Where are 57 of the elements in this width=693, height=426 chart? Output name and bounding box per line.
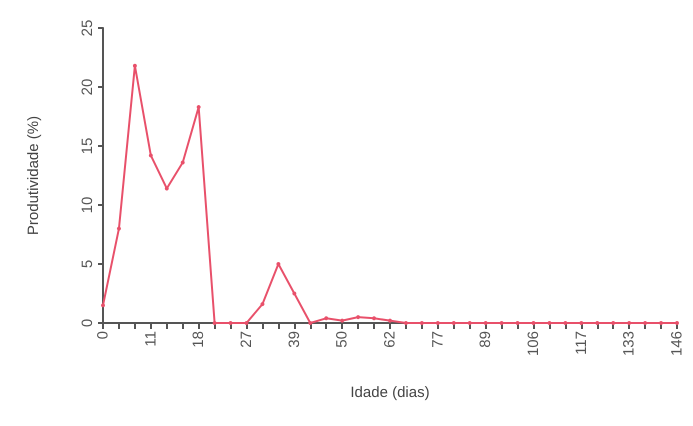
x-tick-label: 146: [668, 331, 686, 356]
y-tick-label: 20: [79, 78, 96, 96]
x-tick-label: 117: [572, 331, 590, 355]
point: [420, 321, 424, 325]
y-axis-title: Produtividade (%): [25, 116, 42, 236]
point: [388, 318, 392, 323]
point: [148, 153, 153, 158]
x-tick-label: 106: [525, 331, 542, 356]
point: [436, 321, 440, 325]
point: [101, 303, 105, 308]
point: [627, 321, 632, 325]
point: [579, 321, 584, 325]
point: [547, 321, 552, 325]
point: [563, 321, 568, 325]
point: [308, 321, 312, 325]
point: [324, 316, 328, 320]
y-tick-label: 5: [79, 260, 96, 268]
point: [468, 321, 472, 325]
y-tick-label: 10: [79, 196, 96, 214]
point: [292, 292, 296, 296]
y-tick-label: 25: [79, 20, 96, 36]
point: [595, 321, 600, 325]
point: [675, 321, 679, 325]
point: [244, 321, 248, 325]
point: [659, 321, 664, 325]
point: [260, 302, 264, 306]
point: [500, 321, 504, 325]
point: [196, 105, 201, 110]
x-axis-title: Idade (dias): [350, 384, 430, 401]
x-tick-label: 18: [190, 331, 208, 348]
point: [356, 315, 360, 320]
x-tick-label: 39: [286, 331, 303, 348]
point: [212, 321, 217, 325]
x-tick-label: 89: [477, 331, 494, 348]
x-tick-label: 11: [142, 331, 160, 347]
point: [180, 160, 185, 165]
point: [404, 321, 408, 325]
y-tick-label: 15: [79, 138, 96, 154]
point: [611, 321, 616, 325]
point: [132, 64, 137, 68]
point: [532, 321, 536, 325]
point: [340, 318, 344, 323]
x-tick-label: 77: [429, 331, 446, 348]
x-tick-label: 50: [334, 331, 351, 348]
point: [516, 321, 520, 325]
point: [276, 262, 280, 266]
point: [484, 321, 488, 325]
x-tick-label: 27: [238, 331, 255, 348]
point: [228, 321, 233, 325]
y-tick-label: 0: [79, 318, 96, 328]
x-tick-label: 62: [382, 331, 398, 348]
point: [372, 316, 376, 320]
point: [643, 321, 648, 325]
x-tick-label: 0: [94, 331, 112, 340]
point: [452, 321, 456, 325]
x-tick-label: 133: [620, 331, 638, 356]
point: [116, 226, 121, 231]
